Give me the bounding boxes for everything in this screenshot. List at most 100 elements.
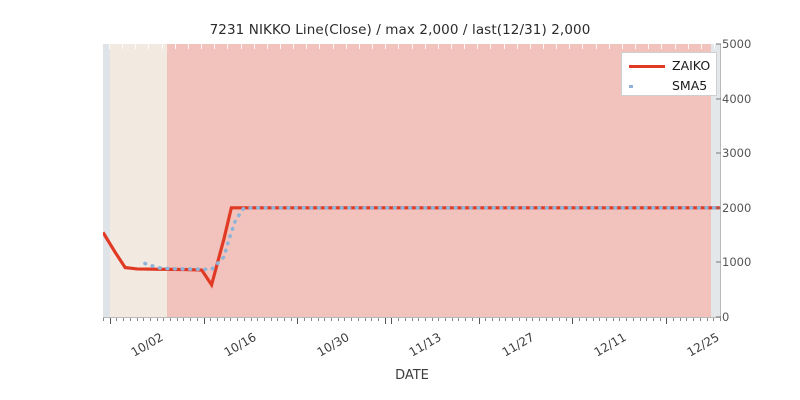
y-tick-label: 3000: [716, 146, 751, 160]
vertical-gridline: [175, 44, 176, 317]
vertical-gridline: [346, 44, 347, 317]
vertical-gridline: [254, 44, 255, 317]
x-minor-tick: [251, 318, 252, 321]
vertical-gridline: [372, 44, 373, 317]
x-minor-tick: [190, 318, 191, 321]
vertical-gridline: [451, 44, 452, 317]
x-minor-tick: [505, 318, 506, 321]
y-tick-label: 0: [716, 310, 729, 324]
y-tick-text: 4000: [722, 91, 752, 106]
vertical-gridline: [227, 44, 228, 317]
x-minor-tick: [579, 318, 580, 321]
x-minor-tick: [713, 318, 714, 321]
x-minor-tick: [485, 318, 486, 321]
vertical-gridline: [464, 44, 465, 317]
x-tick-label: 10/16: [221, 330, 259, 360]
x-minor-tick: [123, 318, 124, 321]
x-minor-tick: [405, 318, 406, 321]
x-minor-tick: [599, 318, 600, 321]
vertical-gridline: [148, 44, 149, 317]
series-line-sma5: [143, 206, 720, 272]
vertical-gridline: [675, 44, 676, 317]
vertical-gridline: [319, 44, 320, 317]
y-tick-mark: [716, 316, 721, 318]
y-tick-mark: [716, 261, 721, 263]
x-minor-tick: [331, 318, 332, 321]
x-minor-tick: [163, 318, 164, 321]
vertical-gridline: [714, 44, 715, 317]
vertical-gridline: [661, 44, 662, 317]
y-tick-mark: [716, 43, 721, 45]
vertical-gridline: [530, 44, 531, 317]
vertical-gridline: [701, 44, 702, 317]
band-cream: [109, 44, 168, 317]
x-minor-tick: [693, 318, 694, 321]
x-minor-tick: [291, 318, 292, 321]
x-minor-tick: [619, 318, 620, 321]
x-tick-label: 12/11: [591, 330, 629, 360]
x-minor-tick: [586, 318, 587, 321]
x-minor-tick: [546, 318, 547, 321]
x-axis-spine: [103, 317, 721, 318]
x-minor-tick: [137, 318, 138, 321]
x-minor-tick: [432, 318, 433, 321]
y-tick-mark: [716, 152, 721, 154]
vertical-gridline: [267, 44, 268, 317]
vertical-gridline: [543, 44, 544, 317]
x-minor-tick: [552, 318, 553, 321]
x-minor-tick: [425, 318, 426, 321]
x-minor-tick: [613, 318, 614, 321]
x-minor-tick: [686, 318, 687, 321]
y-tick-label: 2000: [716, 201, 751, 215]
x-minor-tick: [324, 318, 325, 321]
x-minor-tick: [358, 318, 359, 321]
vertical-gridline: [201, 44, 202, 317]
x-minor-tick: [130, 318, 131, 321]
x-minor-tick: [344, 318, 345, 321]
x-axis-title: DATE: [395, 368, 429, 383]
plot-area: [103, 44, 720, 317]
x-axis-tick-marks: [103, 318, 721, 324]
x-major-tick: [110, 318, 111, 324]
vertical-gridline: [188, 44, 189, 317]
legend-label-zaiko: ZAIKO: [672, 58, 711, 73]
band-grey-left: [103, 44, 110, 317]
chart-legend[interactable]: ZAIKO SMA5: [621, 52, 717, 96]
vertical-gridline: [490, 44, 491, 317]
x-minor-tick: [438, 318, 439, 321]
x-minor-tick: [606, 318, 607, 321]
x-minor-tick: [217, 318, 218, 321]
x-tick-label: 12/25: [684, 330, 722, 360]
vertical-gridline: [122, 44, 123, 317]
x-minor-tick: [378, 318, 379, 321]
vertical-gridline: [162, 44, 163, 317]
legend-swatch-sma5: [629, 85, 665, 88]
x-minor-tick: [593, 318, 594, 321]
legend-item-sma5[interactable]: SMA5: [622, 76, 716, 96]
x-minor-tick: [264, 318, 265, 321]
x-minor-tick: [103, 318, 104, 321]
x-minor-tick: [492, 318, 493, 321]
x-minor-tick: [499, 318, 500, 321]
y-tick-text: 1000: [722, 255, 752, 270]
x-minor-tick: [183, 318, 184, 321]
vertical-gridline: [359, 44, 360, 317]
vertical-gridline: [280, 44, 281, 317]
x-minor-tick: [532, 318, 533, 321]
x-minor-tick: [116, 318, 117, 321]
x-major-tick: [391, 318, 392, 324]
vertical-gridline: [135, 44, 136, 317]
vertical-gridline: [622, 44, 623, 317]
x-minor-tick: [519, 318, 520, 321]
x-minor-tick: [566, 318, 567, 321]
vertical-gridline: [333, 44, 334, 317]
x-minor-tick: [371, 318, 372, 321]
x-minor-tick: [458, 318, 459, 321]
x-minor-tick: [237, 318, 238, 321]
y-axis-spine: [720, 44, 721, 318]
x-minor-tick: [150, 318, 151, 321]
x-minor-tick: [626, 318, 627, 321]
vertical-gridline: [438, 44, 439, 317]
legend-item-zaiko[interactable]: ZAIKO: [622, 56, 716, 76]
